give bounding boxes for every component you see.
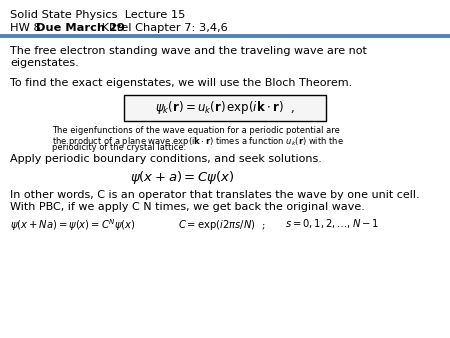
Text: $s = 0, 1, 2, \ldots, N-1$: $s = 0, 1, 2, \ldots, N-1$: [285, 217, 379, 231]
Text: $\psi_k(\mathbf{r}) = u_k(\mathbf{r})\,\mathrm{exp}(i\mathbf{k} \cdot \mathbf{r}: $\psi_k(\mathbf{r}) = u_k(\mathbf{r})\,\…: [155, 99, 295, 117]
Text: Apply periodic boundary conditions, and seek solutions.: Apply periodic boundary conditions, and …: [10, 154, 322, 165]
Text: $\psi(x + a) = C\psi(x)$: $\psi(x + a) = C\psi(x)$: [130, 169, 234, 187]
Text: To find the exact eigenstates, we will use the Bloch Theorem.: To find the exact eigenstates, we will u…: [10, 78, 352, 88]
Text: The eigenfunctions of the wave equation for a periodic potential are: The eigenfunctions of the wave equation …: [52, 126, 340, 135]
Text: Kittel Chapter 7: 3,4,6: Kittel Chapter 7: 3,4,6: [98, 23, 228, 33]
FancyBboxPatch shape: [124, 95, 326, 121]
Text: periodicity of the crystal lattice.: periodicity of the crystal lattice.: [52, 143, 186, 152]
Text: With PBC, if we apply C N times, we get back the original wave.: With PBC, if we apply C N times, we get …: [10, 201, 365, 212]
Text: Solid State Physics  Lecture 15: Solid State Physics Lecture 15: [10, 10, 185, 20]
Text: the product of a plane wave exp(i$\mathbf{k} \cdot \mathbf{r}$) times a function: the product of a plane wave exp(i$\mathb…: [52, 135, 344, 147]
Text: In other words, C is an operator that translates the wave by one unit cell.: In other words, C is an operator that tr…: [10, 190, 419, 199]
Text: eigenstates.: eigenstates.: [10, 58, 79, 68]
Text: $\psi(x + Na) = \psi(x) = C^N \psi(x)$: $\psi(x + Na) = \psi(x) = C^N \psi(x)$: [10, 217, 136, 233]
Text: The free electron standing wave and the traveling wave are not: The free electron standing wave and the …: [10, 46, 367, 56]
Text: HW 8: HW 8: [10, 23, 45, 33]
Text: Due March 29: Due March 29: [36, 23, 125, 33]
Text: $C = \mathrm{exp}(i2\pi s/N)$  ;: $C = \mathrm{exp}(i2\pi s/N)$ ;: [178, 217, 266, 232]
